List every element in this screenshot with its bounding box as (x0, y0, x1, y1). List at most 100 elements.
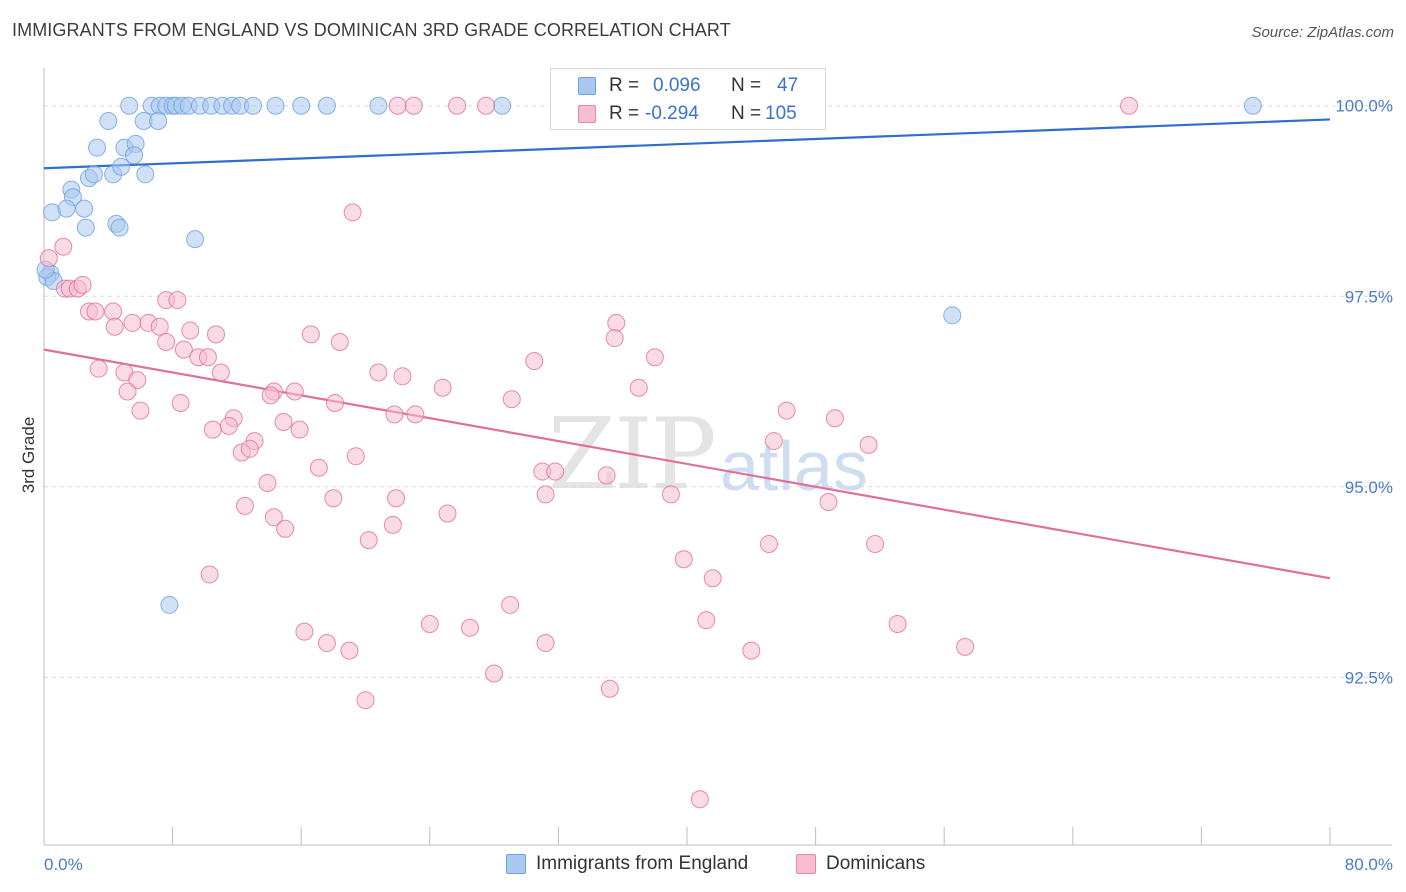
dominican-point (295, 622, 314, 641)
england-point (943, 306, 962, 325)
dominican-point (89, 359, 108, 378)
y-axis-title: 3rd Grade (19, 417, 38, 494)
england-point (136, 165, 155, 184)
dominican-trend-line (43, 348, 1331, 580)
england-point (243, 96, 262, 115)
england-point (75, 199, 94, 218)
dominican-point (330, 332, 349, 351)
dominican-point (207, 325, 226, 344)
dominican-point (340, 641, 359, 660)
england-point (112, 157, 131, 176)
dominican-point (485, 664, 504, 683)
england-point (125, 146, 144, 165)
england-point (266, 96, 285, 115)
r-label: R = (609, 103, 640, 124)
dominican-point (39, 249, 58, 268)
dominican-point (387, 489, 406, 508)
x-tick-label: 0.0% (44, 855, 83, 874)
dominican-point (742, 641, 761, 660)
england-trend-line (43, 118, 1331, 170)
x-tick-label: 80.0% (1345, 855, 1393, 874)
dominican-point (171, 393, 190, 412)
dominican-point (645, 348, 664, 367)
dominican-point (219, 416, 238, 435)
dominican-point (317, 634, 336, 653)
dominican-point (346, 447, 365, 466)
dominican-point (759, 534, 778, 553)
axes (43, 68, 1392, 846)
n-label: N = (731, 103, 762, 124)
y-tick-label: 92.5% (1345, 668, 1393, 687)
england-point (369, 96, 388, 115)
series-legend: Immigrants from England Dominicans (0, 852, 1406, 878)
trend-lines (43, 118, 1331, 580)
dominican-point (697, 611, 716, 630)
england-swatch (578, 77, 596, 95)
dominican-point (690, 790, 709, 809)
england-point (317, 96, 336, 115)
dominican-point (157, 332, 176, 351)
dominican-point (73, 275, 92, 294)
dominican-point (261, 386, 280, 405)
r-label: R = (609, 75, 640, 96)
dominicans-legend-swatch (796, 854, 816, 874)
dominican-point (825, 409, 844, 428)
england-point (110, 218, 129, 237)
tick-labels: 92.5% 95.0% 97.5% 100.0% 0.0% 80.0% 3rd Grade (19, 97, 1393, 874)
data-points (36, 96, 1262, 809)
dominican-point (104, 302, 123, 321)
england-point (1243, 96, 1262, 115)
dominican-point (369, 363, 388, 382)
r-value: 0.096 (653, 75, 701, 96)
dominican-point (536, 485, 555, 504)
dominican-point (956, 637, 975, 656)
dominican-point (203, 420, 222, 439)
dominican-point (605, 329, 624, 348)
dominican-point (324, 489, 343, 508)
england-point (84, 165, 103, 184)
dominican-point (546, 462, 565, 481)
dominican-point (674, 550, 693, 569)
dominican-point (501, 595, 520, 614)
dominicans-swatch (578, 105, 596, 123)
dominican-point (198, 348, 217, 367)
england-point (149, 111, 168, 130)
dominican-point (607, 313, 626, 332)
dominican-point (448, 96, 467, 115)
n-value: 47 (777, 75, 799, 96)
dominican-point (438, 504, 457, 523)
n-value: 105 (765, 103, 797, 124)
dominican-point (629, 378, 648, 397)
dominican-point (388, 96, 407, 115)
dominican-point (325, 393, 344, 412)
dominican-point (276, 519, 295, 538)
legend-label-england: Immigrants from England (536, 853, 749, 874)
dominican-point (420, 614, 439, 633)
dominican-point (385, 405, 404, 424)
dominican-point (1120, 96, 1139, 115)
dominican-point (764, 432, 783, 451)
dominican-point (525, 352, 544, 371)
dominican-point (777, 401, 796, 420)
legend-label-dominicans: Dominicans (826, 853, 926, 874)
dominican-point (168, 291, 187, 310)
dominican-point (661, 485, 680, 504)
y-tick-label: 100.0% (1335, 97, 1393, 116)
dominican-point (600, 679, 619, 698)
england-legend-swatch (506, 854, 526, 874)
y-tick-label: 97.5% (1345, 287, 1393, 306)
source-label: Source: ZipAtlas.com (1251, 24, 1394, 41)
dominican-point (888, 614, 907, 633)
dominican-point (211, 363, 230, 382)
dominican-point (240, 439, 259, 458)
dominican-point (264, 508, 283, 527)
dominican-point (460, 618, 479, 637)
dominican-point (502, 390, 521, 409)
stats-legend: R = 0.096 N = 47 R = -0.294 N = 105 (550, 68, 826, 130)
dominican-point (274, 413, 293, 432)
dominican-point (406, 405, 425, 424)
england-point (88, 138, 107, 157)
dominican-point (131, 401, 150, 420)
dominican-point (393, 367, 412, 386)
dominican-point (258, 473, 277, 492)
